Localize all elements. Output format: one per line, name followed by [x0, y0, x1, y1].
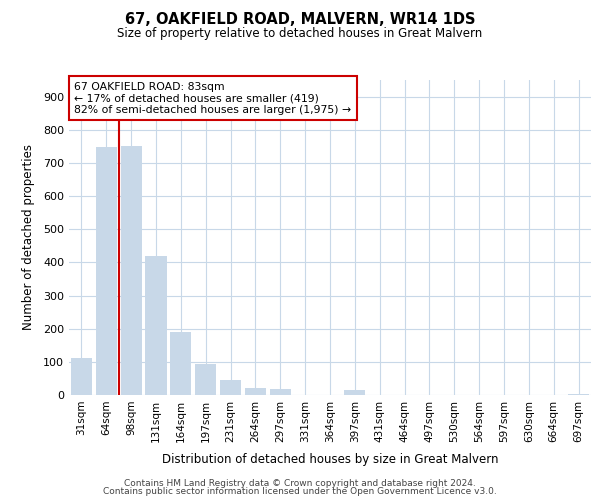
X-axis label: Distribution of detached houses by size in Great Malvern: Distribution of detached houses by size … [162, 453, 498, 466]
Bar [145, 256, 167, 395]
Text: Contains HM Land Registry data © Crown copyright and database right 2024.: Contains HM Land Registry data © Crown c… [124, 478, 476, 488]
Bar [270, 389, 291, 395]
Text: Contains public sector information licensed under the Open Government Licence v3: Contains public sector information licen… [103, 487, 497, 496]
Bar [568, 394, 589, 395]
Bar [245, 388, 266, 395]
Bar [195, 364, 216, 395]
Y-axis label: Number of detached properties: Number of detached properties [22, 144, 35, 330]
Bar [71, 358, 92, 395]
Bar [220, 380, 241, 395]
Bar [344, 390, 365, 395]
Text: 67 OAKFIELD ROAD: 83sqm
← 17% of detached houses are smaller (419)
82% of semi-d: 67 OAKFIELD ROAD: 83sqm ← 17% of detache… [74, 82, 352, 115]
Bar [170, 332, 191, 395]
Bar [121, 146, 142, 395]
Text: Size of property relative to detached houses in Great Malvern: Size of property relative to detached ho… [118, 28, 482, 40]
Text: 67, OAKFIELD ROAD, MALVERN, WR14 1DS: 67, OAKFIELD ROAD, MALVERN, WR14 1DS [125, 12, 475, 28]
Bar [96, 147, 117, 395]
